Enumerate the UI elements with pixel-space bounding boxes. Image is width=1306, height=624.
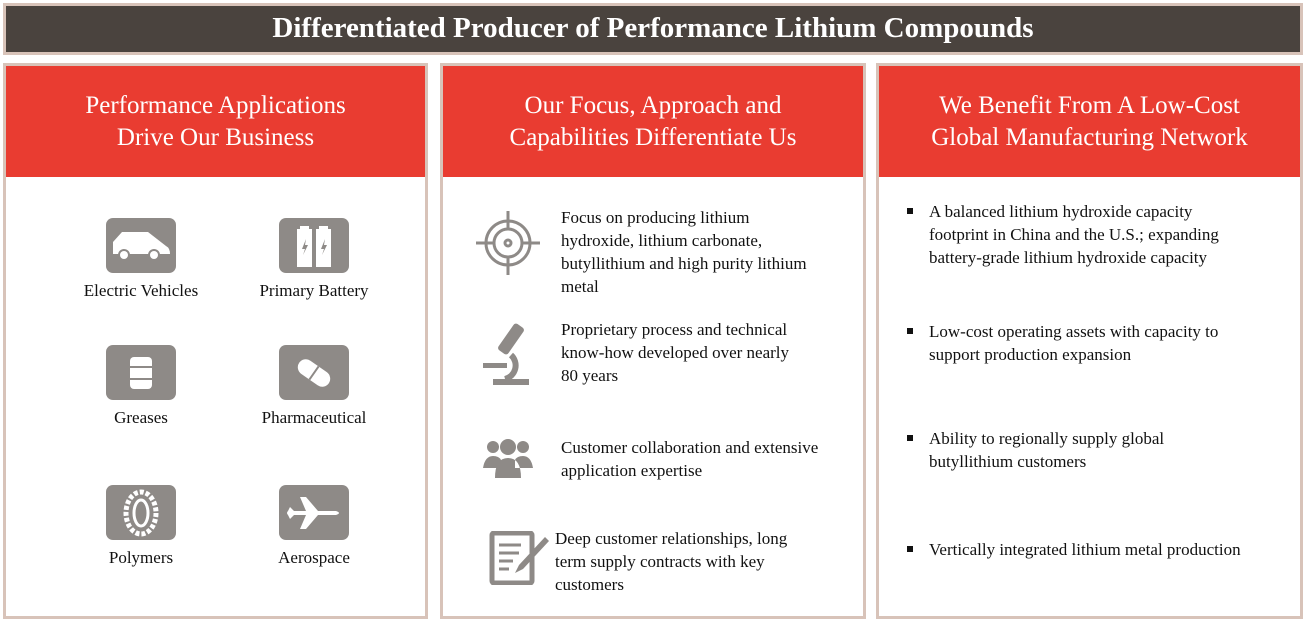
app-label: Greases	[114, 408, 168, 427]
bullet-item: Vertically integrated lithium metal prod…	[907, 538, 1277, 561]
app-aerospace: Aerospace	[229, 485, 399, 568]
battery-icon	[279, 218, 349, 273]
contract-icon	[485, 531, 555, 585]
bullet-icon	[907, 546, 913, 552]
bullet-item: Ability to regionally supply global butyl…	[907, 427, 1277, 473]
header-line: Drive Our Business	[116, 123, 315, 151]
page-title: Differentiated Producer of Performance L…	[3, 3, 1303, 55]
app-pharmaceutical: Pharmaceutical	[229, 345, 399, 428]
capability-text: Proprietary process and technical know-ho…	[561, 320, 790, 385]
app-label: Electric Vehicles	[83, 281, 199, 300]
capability-text: Focus on producing lithium hydroxide, lit…	[561, 208, 807, 296]
airplane-icon	[279, 485, 349, 540]
car-icon	[106, 218, 176, 273]
app-primary-battery: Primary Battery	[229, 218, 399, 301]
bullet-icon	[907, 208, 913, 214]
bullet-item: Low-cost operating assets with capacity …	[907, 320, 1277, 366]
capability-text: Deep customer relationships, long term su…	[555, 529, 788, 594]
barrel-icon	[106, 345, 176, 400]
target-icon	[473, 209, 543, 277]
tire-icon	[106, 485, 176, 540]
app-label: Polymers	[108, 548, 174, 567]
capability-text: Customer collaboration and extensive appl…	[561, 438, 819, 480]
people-icon	[473, 438, 543, 478]
pill-icon	[279, 345, 349, 400]
bullet-item: A balanced lithium hydroxide capacity foo…	[907, 200, 1277, 269]
capabilities-panel: Our Focus, Approach and Capabilities Dif…	[440, 63, 866, 619]
header-line: Our Focus, Approach and	[524, 91, 782, 119]
app-label: Primary Battery	[259, 281, 369, 300]
bullet-icon	[907, 435, 913, 441]
app-greases: Greases	[56, 345, 226, 428]
header-line: Capabilities Differentiate Us	[509, 123, 797, 151]
bullet-icon	[907, 328, 913, 334]
header-line: Performance Applications	[85, 91, 346, 119]
panel-header: Our Focus, Approach and Capabilities Dif…	[443, 66, 863, 177]
header-line: We Benefit From A Low-Cost	[939, 91, 1240, 119]
app-electric-vehicles: Electric Vehicles	[56, 218, 226, 301]
panel-header: Performance Applications Drive Our Busin…	[6, 66, 425, 177]
panel-header: We Benefit From A Low-Cost Global Manufa…	[879, 66, 1300, 177]
microscope-icon	[473, 321, 543, 387]
manufacturing-panel: We Benefit From A Low-Cost Global Manufa…	[876, 63, 1303, 619]
app-polymers: Polymers	[56, 485, 226, 568]
app-label: Aerospace	[278, 548, 350, 567]
header-line: Global Manufacturing Network	[931, 123, 1248, 151]
app-label: Pharmaceutical	[261, 408, 367, 427]
applications-panel: Performance Applications Drive Our Busin…	[3, 63, 428, 619]
